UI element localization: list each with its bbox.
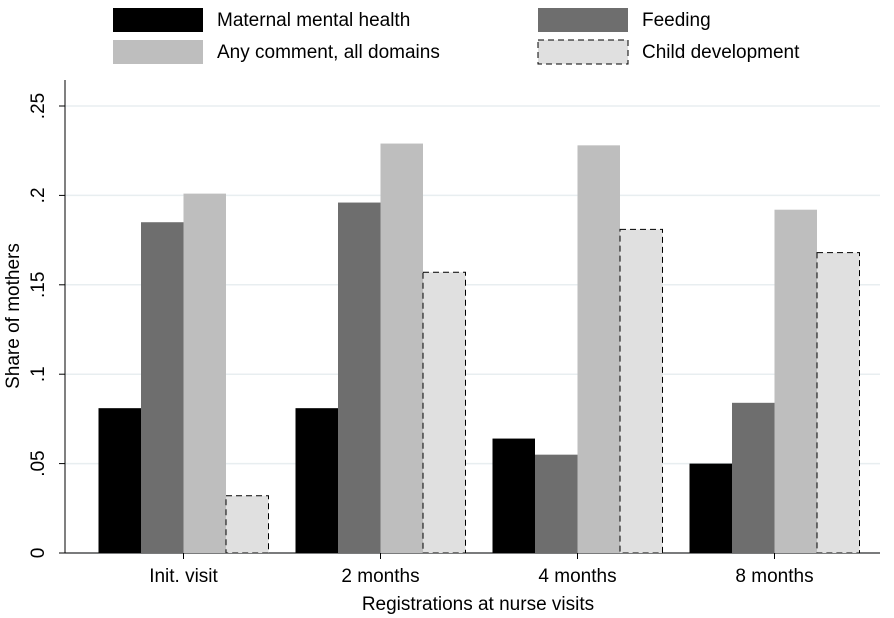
bar — [732, 402, 775, 553]
bar — [619, 228, 663, 554]
x-tick-label: 4 months — [538, 566, 616, 587]
bar — [141, 222, 184, 553]
y-tick-label: .25 — [28, 93, 49, 119]
x-tick-label: Init. visit — [149, 566, 218, 587]
x-tick-label: 2 months — [341, 566, 419, 587]
x-tick-label: 8 months — [735, 566, 813, 587]
bar — [422, 271, 466, 554]
y-tick-label: .1 — [28, 366, 49, 382]
legend-label: Feeding — [642, 10, 711, 31]
x-axis-title: Registrations at nurse visits — [362, 594, 594, 615]
legend-swatch — [113, 8, 203, 32]
bar — [492, 438, 535, 553]
y-tick-label: .2 — [28, 187, 49, 203]
bar — [774, 209, 817, 554]
bar — [689, 463, 732, 553]
bar — [295, 408, 338, 553]
legend-swatch — [538, 8, 628, 32]
legend-label: Maternal mental health — [217, 10, 410, 31]
bar — [577, 145, 620, 553]
bar — [380, 143, 423, 553]
y-tick-label: .15 — [28, 272, 49, 298]
bar — [225, 495, 269, 554]
legend-label: Child development — [642, 42, 800, 63]
legend-label: Any comment, all domains — [217, 42, 440, 63]
y-tick-label: .05 — [28, 450, 49, 476]
y-axis-title: Share of mothers — [3, 243, 24, 389]
bar — [98, 408, 141, 553]
legend-swatch — [113, 40, 203, 64]
legend-swatch — [537, 39, 629, 65]
bar — [535, 454, 578, 553]
y-tick-label: 0 — [28, 548, 49, 559]
bar — [183, 193, 226, 553]
bar — [816, 252, 860, 554]
bar — [338, 202, 381, 553]
